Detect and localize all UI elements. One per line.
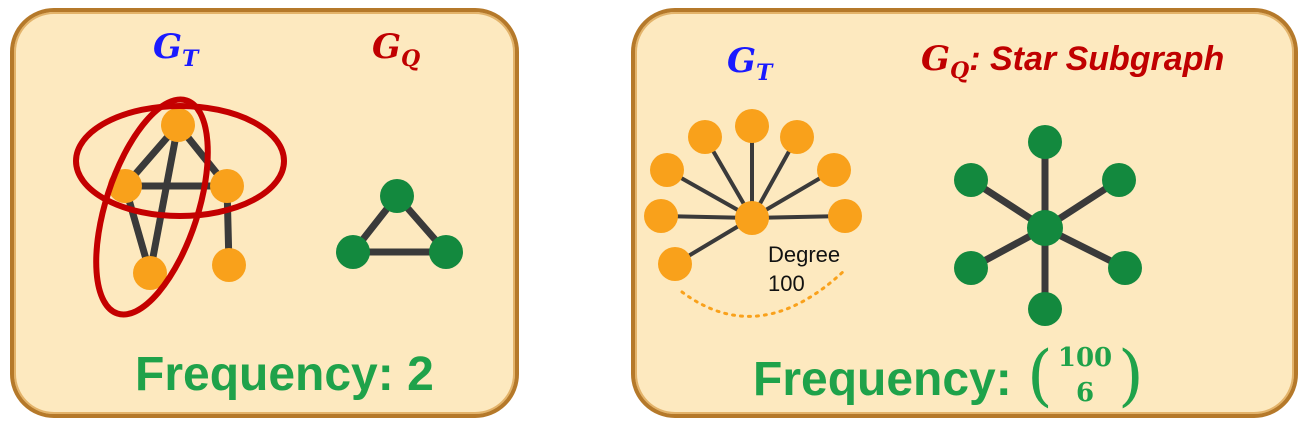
left-query-graph — [336, 179, 463, 269]
match-highlight-ellipse — [73, 103, 287, 219]
target-node — [817, 153, 851, 187]
binom-bottom: 6 — [1076, 378, 1094, 408]
query-node — [336, 235, 370, 269]
target-node — [210, 169, 244, 203]
binom-top: 100 — [1058, 343, 1112, 373]
degree-label-line2: 100 — [768, 271, 805, 296]
query-node — [1028, 292, 1062, 326]
degree-dotted-arc — [680, 268, 847, 318]
binom-right-paren: ) — [1118, 337, 1144, 414]
left-frequency-label: Frequency: 2 — [135, 348, 434, 401]
target-node — [650, 153, 684, 187]
target-node — [161, 108, 195, 142]
query-node — [380, 179, 414, 213]
left-gq-label: GQ — [372, 27, 420, 72]
left-target-graph — [108, 108, 246, 290]
target-node — [644, 199, 678, 233]
match-highlight-ellipse — [93, 96, 211, 318]
right-gt-label: GT — [727, 41, 774, 86]
target-hub-node — [735, 201, 769, 235]
right-gq-label: GQ: Star Subgraph — [921, 39, 1224, 84]
target-edge — [146, 121, 182, 277]
target-node — [735, 109, 769, 143]
target-node — [780, 120, 814, 154]
query-node — [954, 251, 988, 285]
degree-label-line1: Degree — [768, 242, 840, 267]
left-panel — [10, 8, 519, 418]
target-node — [658, 247, 692, 281]
target-node — [212, 248, 246, 282]
binomial-coefficient: ( 100 6 ) — [1027, 337, 1144, 414]
target-node — [828, 199, 862, 233]
right-target-graph — [644, 109, 862, 281]
query-node — [1102, 163, 1136, 197]
query-node — [954, 163, 988, 197]
right-query-graph — [954, 125, 1142, 326]
left-gt-label: GT — [153, 27, 200, 72]
query-node — [1028, 125, 1062, 159]
target-node — [133, 256, 167, 290]
binom-left-paren: ( — [1027, 337, 1053, 414]
right-frequency-label: Frequency: — [753, 353, 1012, 406]
query-node — [429, 235, 463, 269]
query-hub-node — [1027, 210, 1063, 246]
query-node — [1108, 251, 1142, 285]
target-node — [688, 120, 722, 154]
